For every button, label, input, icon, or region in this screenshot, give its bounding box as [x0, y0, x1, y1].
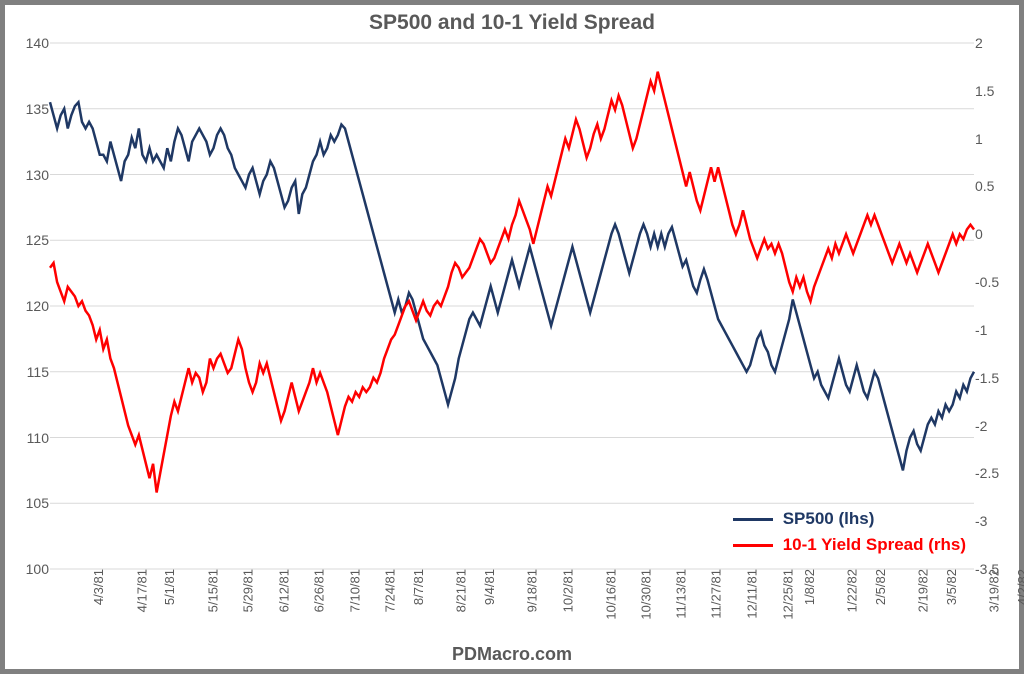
- legend-item-sp500: SP500 (lhs): [733, 509, 966, 529]
- y-left-tick: 100: [7, 561, 49, 577]
- y-left-tick: 115: [7, 364, 49, 380]
- y-right-tick: -1: [975, 322, 1017, 338]
- y-right-tick: 0: [975, 226, 1017, 242]
- y-left-tick: 120: [7, 298, 49, 314]
- legend-swatch-spread: [733, 544, 773, 547]
- chart-svg: [50, 43, 974, 569]
- y-left-tick: 110: [7, 430, 49, 446]
- plot-area: SP500 (lhs) 10-1 Yield Spread (rhs): [50, 43, 974, 569]
- y-right-axis: -3.5-3-2.5-2-1.5-1-0.500.511.52: [975, 43, 1017, 569]
- y-right-tick: -0.5: [975, 274, 1017, 290]
- legend-label-sp500: SP500 (lhs): [783, 509, 875, 529]
- legend: SP500 (lhs) 10-1 Yield Spread (rhs): [733, 503, 966, 561]
- series-lines: [50, 72, 974, 493]
- grid-lines: [50, 43, 974, 569]
- chart-title: SP500 and 10-1 Yield Spread: [5, 11, 1019, 35]
- y-left-axis: 100105110115120125130135140: [7, 43, 49, 569]
- y-left-tick: 135: [7, 101, 49, 117]
- legend-swatch-sp500: [733, 518, 773, 521]
- y-right-tick: 1.5: [975, 83, 1017, 99]
- series-sp500: [50, 102, 974, 470]
- series-10-1-yield-spread: [50, 72, 974, 493]
- y-right-tick: 1: [975, 131, 1017, 147]
- legend-item-spread: 10-1 Yield Spread (rhs): [733, 535, 966, 555]
- y-left-tick: 125: [7, 232, 49, 248]
- legend-label-spread: 10-1 Yield Spread (rhs): [783, 535, 966, 555]
- y-right-tick: -2.5: [975, 465, 1017, 481]
- y-left-tick: 140: [7, 35, 49, 51]
- y-right-tick: -1.5: [975, 370, 1017, 386]
- y-right-tick: 2: [975, 35, 1017, 51]
- y-right-tick: -2: [975, 418, 1017, 434]
- y-right-tick: 0.5: [975, 178, 1017, 194]
- chart-footer: PDMacro.com: [5, 644, 1019, 665]
- y-right-tick: -3: [975, 513, 1017, 529]
- chart-container: SP500 and 10-1 Yield Spread 100 105 110 115…: [0, 0, 1024, 674]
- x-axis: 4/3/814/17/815/1/815/15/815/29/816/12/81…: [50, 569, 974, 639]
- x-tick: 4/2/82: [1015, 569, 1024, 605]
- y-left-tick: 130: [7, 167, 49, 183]
- y-left-tick: 105: [7, 495, 49, 511]
